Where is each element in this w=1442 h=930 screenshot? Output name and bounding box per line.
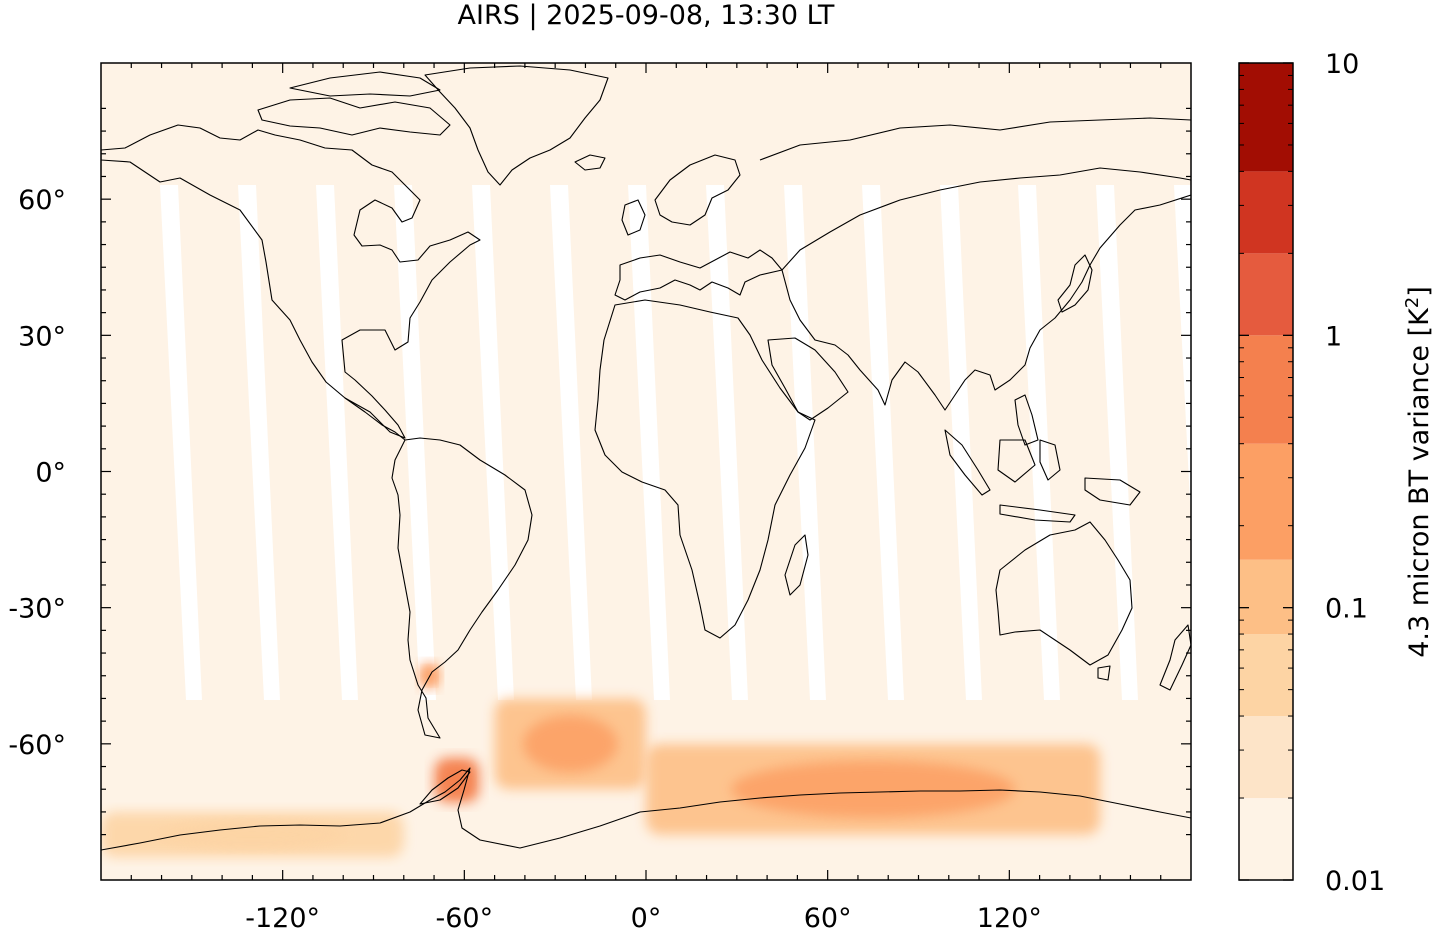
coastline-tasmania <box>1097 665 1111 681</box>
coastline-scandinavia <box>654 154 741 226</box>
x-tick-label: 60° <box>804 903 852 930</box>
colorbar-tick-label: 0.1 <box>1325 594 1368 625</box>
y-tick-label: -30° <box>8 594 66 625</box>
colorbar-level <box>1239 798 1293 880</box>
x-tick-label: 0° <box>631 903 662 930</box>
x-tick-label: -120° <box>245 903 320 930</box>
coastline-antarctic-peninsula <box>419 769 471 805</box>
orbit-gap <box>316 185 358 700</box>
x-axis: -120° -60° 0° 60° 120° <box>130 63 1162 930</box>
colorbar-tick-label: 0.01 <box>1325 866 1385 897</box>
orbit-gap <box>160 185 202 700</box>
coastline-europe <box>614 249 783 301</box>
x-tick-label: 120° <box>977 903 1042 930</box>
coastline-antarctica <box>101 767 1191 851</box>
orbit-gap <box>238 185 280 700</box>
colorbar-label-superscript: 2 <box>1402 297 1423 308</box>
coastline-arctic-islands <box>257 97 451 136</box>
variance-core <box>157 820 348 849</box>
y-tick-label: -60° <box>8 730 66 761</box>
coastline-north-america <box>101 124 481 439</box>
coastline-south-america <box>391 437 533 739</box>
colorbar-level <box>1239 634 1293 717</box>
coastline-arabia <box>767 337 849 421</box>
colorbar-tick-label: 1 <box>1325 321 1342 352</box>
coastline-australia <box>995 521 1133 666</box>
coastline-iceland <box>574 154 606 171</box>
chart-title: AIRS | 2025-09-08, 13:30 LT <box>458 0 835 31</box>
variance-core <box>731 760 1016 818</box>
orbit-gap <box>784 185 826 700</box>
colorbar-level <box>1239 171 1293 254</box>
coastline-greenland <box>424 65 609 186</box>
colorbar-level <box>1239 559 1293 635</box>
colorbar-label-text: 4.3 micron BT variance [K <box>1404 307 1435 658</box>
orbit-gap <box>550 185 592 700</box>
orbit-gap <box>628 185 670 700</box>
variance-core <box>442 765 471 795</box>
colorbar-label: 4.3 micron BT variance [K2] <box>1402 286 1435 658</box>
colorbar-levels <box>1239 63 1293 880</box>
coastline-siberia-north <box>759 117 1191 161</box>
orbit-gap <box>394 185 436 700</box>
orbit-gap <box>1018 185 1060 700</box>
orbit-gap <box>862 185 904 700</box>
coastline-asia <box>781 167 1191 411</box>
coastline-new-zealand <box>1159 624 1191 691</box>
y-axis: 60° 30° 0° -30° -60° <box>8 107 1191 836</box>
orbit-gap <box>940 185 982 700</box>
colorbar-level <box>1239 335 1293 444</box>
colorbar-level <box>1239 63 1293 172</box>
variance-core <box>522 715 618 773</box>
y-tick-label: 60° <box>18 185 66 216</box>
colorbar-level <box>1239 443 1293 560</box>
coastline-africa <box>594 299 816 639</box>
coastline-madagascar <box>784 534 809 596</box>
colorbar-tick-label: 10 <box>1325 49 1359 80</box>
y-tick-label: 0° <box>35 458 66 489</box>
colorbar-level <box>1239 253 1293 336</box>
coastline-britain <box>621 199 646 236</box>
colorbar-ticks: 10 1 0.1 0.01 <box>1239 49 1385 897</box>
colorbar-frame <box>1238 62 1294 881</box>
coastline-layer <box>101 65 1191 851</box>
orbit-gap <box>1096 185 1138 700</box>
coastline-arctic-islands-north <box>289 71 441 97</box>
colorbar-label-close: ] <box>1404 286 1435 297</box>
variance-field-layer <box>101 662 1101 858</box>
coastline-central-america <box>344 397 406 441</box>
map-panel <box>101 63 1191 880</box>
coastline-indonesia <box>944 429 1141 523</box>
coastline-philippines <box>1014 394 1039 446</box>
y-tick-label: 30° <box>18 321 66 352</box>
colorbar-level <box>1239 716 1293 799</box>
orbit-gap <box>472 185 514 700</box>
x-tick-label: -60° <box>436 903 494 930</box>
colorbar: 10 1 0.1 0.01 4.3 micron BT variance [K2] <box>1238 49 1435 897</box>
orbit-gap-layer <box>160 185 1191 700</box>
coastline-japan <box>1057 254 1093 313</box>
orbit-gap <box>1174 185 1191 522</box>
